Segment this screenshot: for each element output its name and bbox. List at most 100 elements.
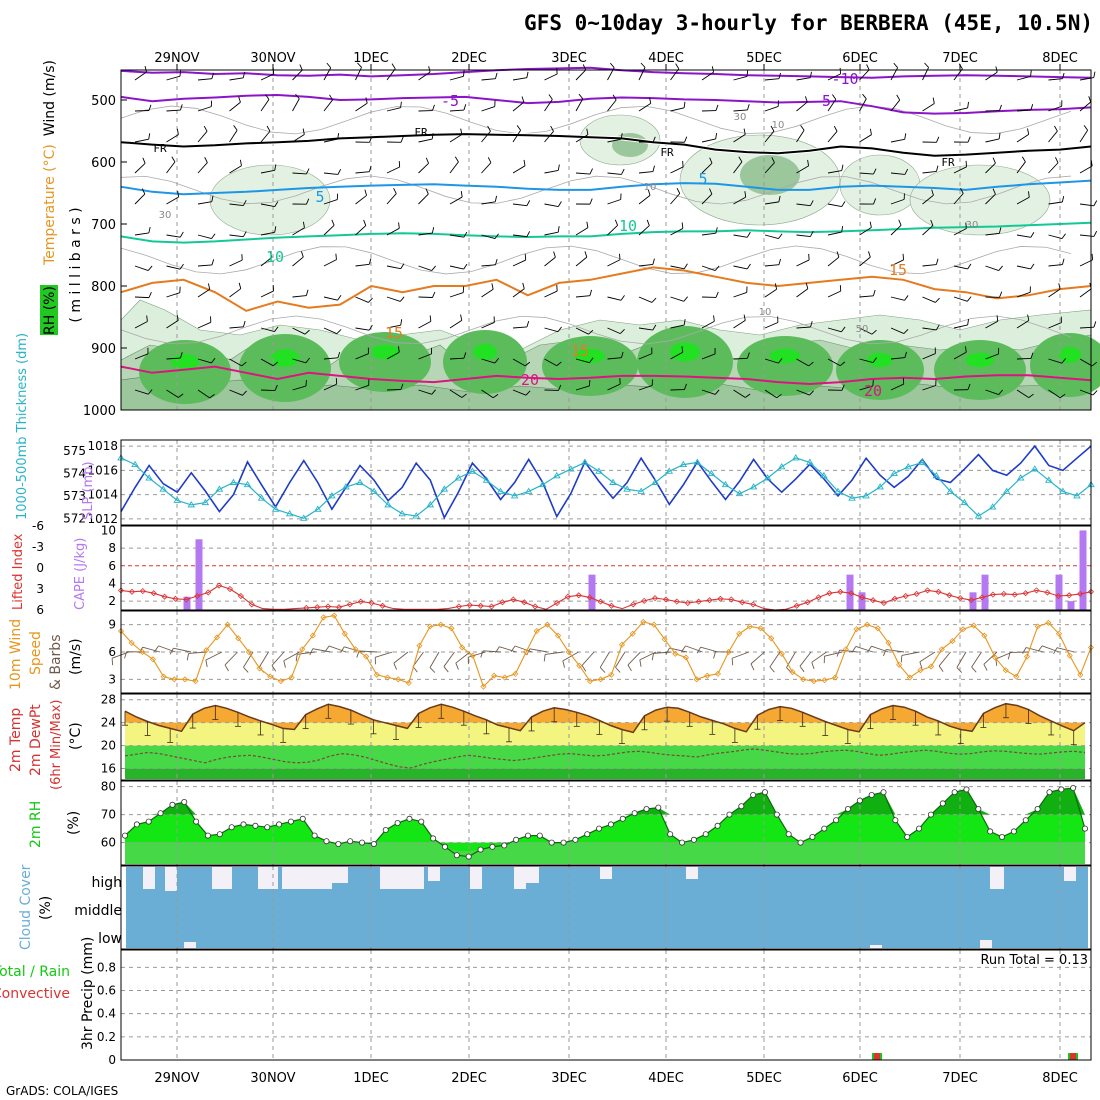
barb-flag bbox=[709, 157, 713, 164]
barb-flag bbox=[714, 265, 720, 271]
barb-staff bbox=[859, 69, 870, 81]
barb-staff bbox=[229, 77, 244, 81]
wind-barb bbox=[134, 291, 152, 299]
barb-flag bbox=[599, 667, 606, 673]
wind-speed-point bbox=[181, 676, 189, 683]
wind-barb bbox=[607, 327, 625, 335]
barb-flag bbox=[998, 132, 1001, 139]
wind-barb bbox=[134, 104, 152, 112]
rh-point bbox=[169, 801, 176, 808]
wind-barb bbox=[796, 96, 808, 112]
wind-barb bbox=[386, 346, 400, 360]
rh-point bbox=[821, 825, 828, 832]
cape-tick: 10 bbox=[101, 523, 116, 537]
ylabel-temp-unit: (°C) bbox=[68, 722, 84, 750]
barb-flag bbox=[204, 157, 208, 163]
barb-staff bbox=[449, 292, 464, 298]
top-date-label: 7DEC bbox=[942, 51, 978, 66]
barb-staff bbox=[796, 101, 808, 112]
barb-flag bbox=[581, 665, 587, 672]
barb-staff bbox=[733, 292, 747, 298]
barb-staff bbox=[355, 353, 369, 360]
barb-flag bbox=[833, 125, 838, 132]
wind-barb bbox=[386, 187, 397, 205]
precip-tick-labels: 0.80.60.40.20 bbox=[97, 960, 116, 1067]
wind-barb bbox=[481, 233, 499, 240]
lifted-index-frame bbox=[120, 525, 1092, 611]
wind-barb bbox=[796, 200, 814, 207]
isotherm-label: 5 bbox=[315, 188, 324, 206]
barb-staff bbox=[607, 357, 622, 360]
barb-staff bbox=[764, 234, 779, 240]
barb-flag bbox=[778, 72, 782, 79]
barb-flag bbox=[584, 251, 588, 258]
wind-barb bbox=[512, 389, 531, 396]
barb-staff bbox=[229, 101, 241, 112]
barb-staff bbox=[701, 232, 716, 236]
cloud-gap bbox=[184, 942, 196, 948]
rh-core-bright bbox=[1059, 347, 1081, 363]
wind-barb bbox=[449, 389, 467, 398]
wind-barb bbox=[323, 253, 337, 267]
wind-barb bbox=[260, 358, 279, 367]
lifted-index-point bbox=[1077, 590, 1084, 597]
slp-thickness-lines bbox=[117, 444, 1095, 521]
wind-barb bbox=[166, 190, 180, 205]
barb-flag bbox=[808, 361, 814, 367]
thickness-point bbox=[763, 474, 772, 481]
wind-speed-point bbox=[917, 667, 924, 674]
precip-tick: 0.6 bbox=[97, 984, 116, 998]
wind-speed-point bbox=[384, 674, 391, 681]
wind-barb bbox=[197, 233, 216, 240]
wind-barb bbox=[134, 66, 147, 81]
barb-flag bbox=[778, 258, 782, 265]
barb-flag bbox=[203, 125, 208, 132]
barb-staff bbox=[796, 358, 809, 367]
barb-flag bbox=[873, 198, 877, 205]
rh-contour bbox=[120, 315, 1072, 345]
barb-flag bbox=[904, 168, 909, 175]
barb-staff bbox=[418, 296, 433, 298]
barb-flag bbox=[983, 664, 988, 671]
cape-bar bbox=[195, 539, 203, 610]
barb-flag bbox=[177, 190, 180, 198]
barb-staff bbox=[985, 138, 1000, 143]
wind-speed-point bbox=[427, 623, 434, 630]
barb-flag bbox=[811, 662, 815, 670]
barb-staff bbox=[827, 327, 842, 333]
wind-barb bbox=[544, 326, 562, 333]
barb-staff bbox=[134, 193, 146, 205]
rh-point bbox=[892, 817, 899, 824]
wind-speed-point bbox=[768, 635, 775, 642]
slp-frame bbox=[120, 439, 1092, 526]
barb-staff bbox=[901, 651, 920, 656]
barb-flag bbox=[176, 128, 179, 135]
rh-core bbox=[737, 336, 833, 396]
barb-staff bbox=[355, 102, 368, 112]
barb-flag bbox=[832, 94, 837, 100]
barb-staff bbox=[670, 68, 680, 81]
wind-barb bbox=[1079, 200, 1098, 207]
lifted-index-point bbox=[750, 601, 757, 608]
surface-barb bbox=[283, 651, 300, 668]
surface-barb bbox=[495, 646, 517, 653]
wind-barb bbox=[323, 94, 333, 112]
wind-speed-point bbox=[906, 674, 913, 681]
rh-core-bright bbox=[867, 352, 893, 368]
ylabel-2m-temp: 2m Temp bbox=[8, 708, 24, 772]
bottom-date-label: 8DEC bbox=[1042, 1071, 1078, 1086]
barb-staff bbox=[449, 357, 465, 360]
wind-barb bbox=[323, 219, 335, 236]
barb-flag bbox=[269, 251, 273, 258]
rh-point bbox=[370, 841, 377, 848]
barb-staff bbox=[953, 166, 967, 174]
thickness-tick: 574 bbox=[63, 467, 86, 481]
barb-flag bbox=[967, 263, 972, 270]
barb-staff bbox=[701, 353, 716, 360]
barb-staff bbox=[638, 384, 653, 391]
surface-barb bbox=[393, 651, 409, 670]
wind-barb bbox=[1048, 233, 1066, 240]
top-date-label: 1DEC bbox=[353, 51, 389, 66]
rh-contour-label: 30 bbox=[734, 112, 747, 123]
